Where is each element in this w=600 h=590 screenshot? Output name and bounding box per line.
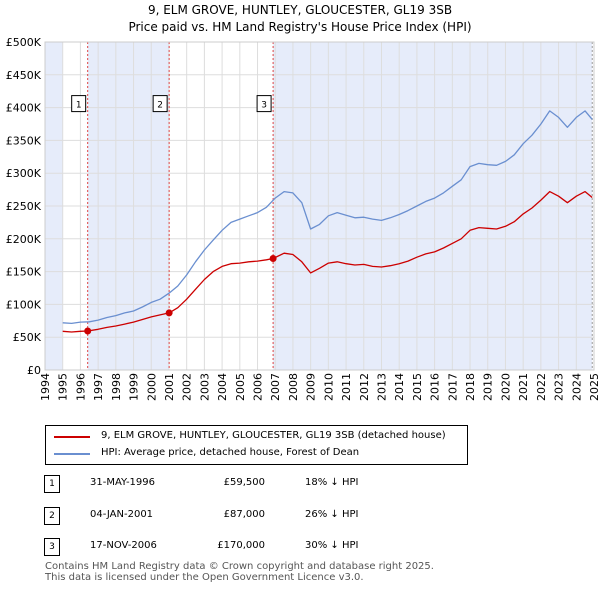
x-tick-label: 1999: [128, 373, 141, 401]
y-tick-label: £50K: [13, 331, 42, 344]
property-series-line: [62, 190, 593, 333]
sale-price: £87,000: [223, 509, 265, 520]
legend-property-label: 9, ELM GROVE, HUNTLEY, GLOUCESTER, GL19 …: [101, 430, 446, 441]
x-tick-label: 2024: [570, 373, 583, 401]
x-tick-label: 2015: [411, 373, 424, 401]
x-tick-label: 2004: [216, 373, 229, 401]
x-tick-label: 2020: [499, 373, 512, 401]
price-chart: 1 2 3 £0 £50K £100K £150K £200K £250K £300K £350K £…: [6, 36, 600, 401]
x-tick-label: 2006: [252, 373, 265, 401]
chart-title: 9, ELM GROVE, HUNTLEY, GLOUCESTER, GL19 …: [147, 3, 453, 17]
y-tick-label: £100K: [6, 298, 42, 311]
x-tick-label: 2008: [287, 373, 300, 401]
sale-date: 04-JAN-2001: [90, 509, 154, 520]
sale-hpi-diff: 18% ↓ HPI: [305, 477, 359, 488]
x-tick-label: 2002: [181, 373, 194, 401]
sale-hpi-diff: 26% ↓ HPI: [305, 509, 359, 520]
sale-point: [269, 254, 277, 262]
x-tick-label: 2025: [588, 373, 600, 401]
y-tick-label: £500K: [6, 36, 42, 49]
sale-label-box: [71, 95, 87, 113]
x-tick-label: 2005: [234, 373, 247, 401]
plot-frame: [44, 41, 595, 371]
x-tick-label: 1994: [39, 373, 52, 401]
x-tick-label: 2021: [517, 373, 530, 401]
x-tick-label: 2019: [482, 373, 495, 401]
x-tick-label: 1997: [92, 373, 105, 401]
sale-label-box: [152, 95, 168, 113]
sale-number-badge: 1: [44, 475, 60, 493]
x-tick-label: 2011: [340, 373, 353, 401]
sale-date: 31-MAY-1996: [90, 477, 156, 488]
x-tick-label: 2013: [375, 373, 388, 401]
sale-price: £59,500: [223, 477, 265, 488]
hpi-series-line: [62, 110, 593, 325]
x-tick-label: 2014: [393, 373, 406, 401]
legend-property-swatch: [54, 436, 90, 438]
y-tick-label: £150K: [6, 266, 42, 279]
legend-hpi-label: HPI: Average price, detached house, Fore…: [101, 447, 360, 458]
sale-label-text: 3: [261, 101, 267, 111]
footer-copyright: Contains HM Land Registry data © Crown c…: [45, 561, 434, 572]
y-tick-label: £300K: [6, 167, 42, 180]
x-tick-label: 2018: [464, 373, 477, 401]
y-tick-label: £400K: [6, 102, 42, 115]
sale-price: £170,000: [217, 540, 265, 551]
x-tick-label: 2007: [269, 373, 282, 401]
x-tick-label: 1995: [57, 373, 70, 401]
y-tick-label: £0: [27, 364, 41, 377]
y-tick-label: £200K: [6, 233, 42, 246]
x-tick-label: 2016: [429, 373, 442, 401]
sale-point: [84, 327, 92, 335]
sale-label-text: 1: [76, 101, 82, 111]
y-tick-label: £350K: [6, 134, 42, 147]
x-tick-label: 2000: [145, 373, 158, 401]
x-tick-label: 1998: [110, 373, 123, 401]
y-tick-label: £450K: [6, 69, 42, 82]
x-tick-label: 2012: [358, 373, 371, 401]
x-tick-label: 2001: [163, 373, 176, 401]
chart-subtitle: Price paid vs. HM Land Registry's House …: [128, 20, 472, 34]
x-tick-label: 2017: [446, 373, 459, 401]
x-tick-label: 2022: [535, 373, 548, 401]
x-tick-label: 2003: [198, 373, 211, 401]
sale-point: [165, 309, 173, 317]
footer-licence: This data is licensed under the Open Gov…: [45, 572, 364, 583]
sale-label-box: [256, 95, 272, 113]
sale-hpi-diff: 30% ↓ HPI: [305, 540, 359, 551]
x-tick-label: 2010: [322, 373, 335, 401]
legend: 9, ELM GROVE, HUNTLEY, GLOUCESTER, GL19 …: [45, 425, 468, 465]
legend-hpi-swatch: [54, 453, 90, 455]
sale-number-badge: 3: [44, 538, 60, 556]
sale-number-badge: 2: [44, 507, 60, 525]
sale-label-text: 2: [157, 101, 163, 111]
y-tick-label: £250K: [6, 200, 42, 213]
x-tick-label: 2023: [553, 373, 566, 401]
x-tick-label: 1996: [74, 373, 87, 401]
sale-date: 17-NOV-2006: [90, 540, 157, 551]
x-tick-label: 2009: [305, 373, 318, 401]
